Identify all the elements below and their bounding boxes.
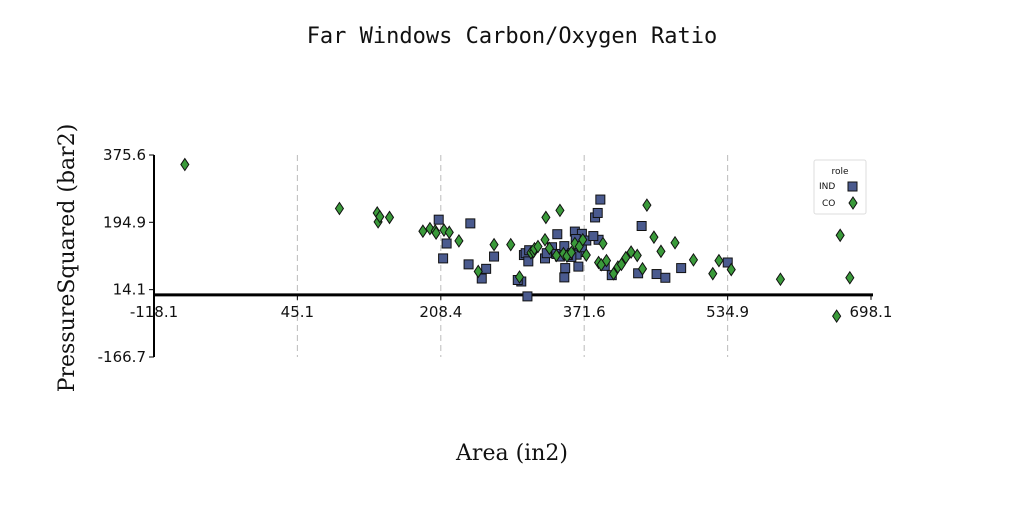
legend-marker-co [848,196,858,210]
x-tick-label: 371.6 [563,303,606,321]
point-co [540,232,550,247]
point-co [384,210,395,225]
point-co [444,225,454,240]
legend-label-ind: IND [819,182,835,192]
x-tick-label: -118.1 [130,303,178,321]
x-tick-labels: -118.1 45.1 208.4 371.6 534.9 698.1 [130,294,893,321]
point-co [473,264,483,279]
grid-lines [296,155,729,357]
legend-label-co: CO [822,199,835,209]
point-co [670,235,680,250]
point-ind [522,291,533,302]
y-tick-label: 14.1 [113,281,146,299]
point-ind [592,207,603,218]
point-co [832,309,842,324]
point-ind [463,259,474,270]
point-ind [595,194,606,205]
x-tick-label: 45.1 [281,303,314,321]
point-co [621,250,631,265]
point-co [375,209,385,224]
point-co [688,252,699,267]
legend-marker-ind [847,181,858,192]
y-tick-label: 375.6 [103,146,146,164]
point-co [431,226,441,240]
point-co [454,233,464,248]
point-co [656,244,666,259]
point-ind [560,263,571,274]
x-tick-label: 208.4 [419,303,462,321]
point-ind [476,273,487,284]
data-points [180,157,855,324]
legend: role IND CO [813,159,867,215]
point-ind [523,256,534,267]
point-ind [441,238,452,249]
point-co [835,228,845,243]
x-axis-label: Area (in2) [455,441,568,466]
point-ind [660,272,671,283]
point-co [649,230,659,245]
point-ind [588,231,599,242]
point-co [608,266,619,281]
legend-title: role [831,167,849,177]
point-ind [559,272,570,283]
point-co [632,248,642,263]
point-co [726,262,736,277]
point-ind [573,261,584,272]
y-axis-label: PressureSquared (bar2) [55,124,80,393]
x-tick-label: 698.1 [850,303,893,321]
point-co [544,241,554,256]
point-co [642,198,652,213]
y-tick-labels: -166.7 14.1 194.9 375.6 [98,146,154,366]
point-co [708,266,718,281]
point-co [506,237,516,252]
point-co [334,201,345,216]
point-co [418,224,428,239]
point-ind [465,218,476,229]
point-ind [651,269,662,280]
point-ind [676,263,687,274]
point-co [514,270,525,284]
point-ind [552,229,563,240]
point-co [601,253,612,268]
point-co [598,236,608,251]
point-co [489,237,499,252]
point-co [555,203,565,218]
chart-title: Far Windows Carbon/Oxygen Ratio [307,24,718,49]
point-co [533,239,543,254]
point-co [566,245,576,260]
point-co [578,232,588,247]
point-co [180,157,190,172]
point-co [845,270,855,285]
point-ind [489,251,500,262]
point-ind [481,263,492,274]
point-co [775,272,786,287]
point-co [714,253,724,268]
point-co [581,248,591,262]
point-ind [438,253,449,264]
point-co [541,210,551,225]
point-co [616,257,627,272]
point-ind [722,257,733,268]
point-ind [636,220,647,231]
x-tick-label: 534.9 [706,303,749,321]
point-co [637,261,648,276]
y-tick-label: -166.7 [98,348,146,366]
y-tick-label: 194.9 [103,213,146,231]
point-ind [433,214,444,225]
